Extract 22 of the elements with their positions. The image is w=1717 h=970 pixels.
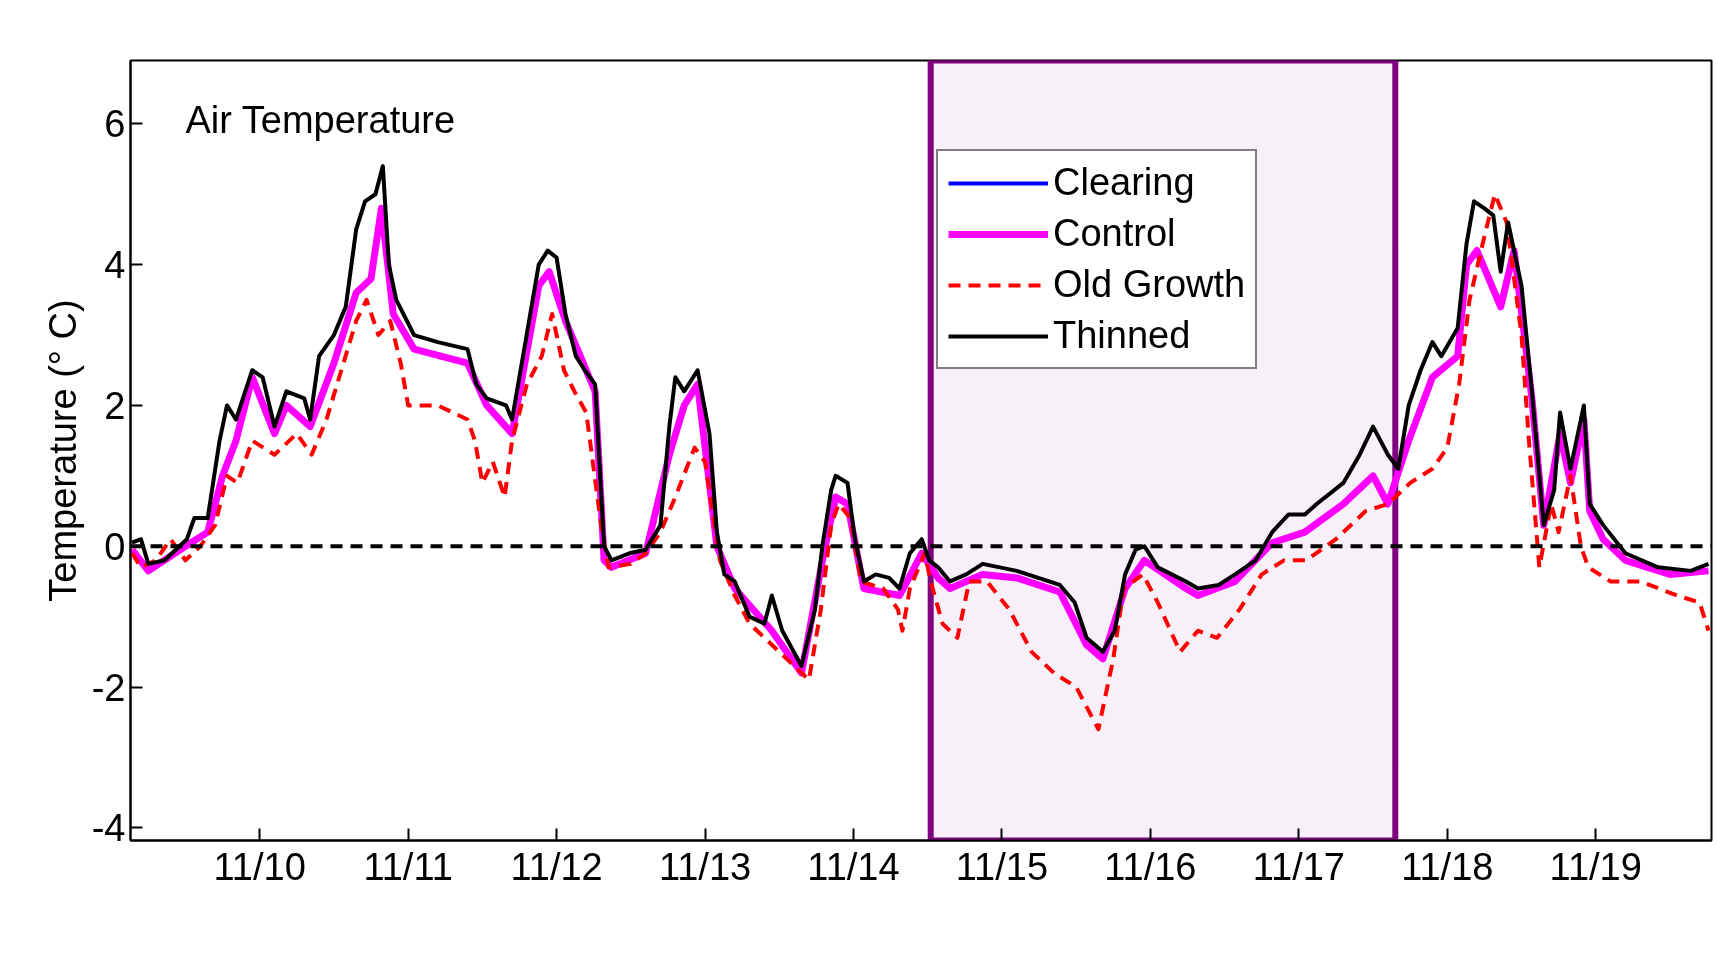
text: Air Temperature	[185, 98, 456, 141]
x-tick-label: 11/15	[955, 845, 1049, 888]
y-tick-label: -2	[91, 666, 126, 709]
x-tick-label: 11/17	[1252, 845, 1345, 888]
x-tick-label: 11/12	[510, 845, 603, 888]
y-tick-label: 0	[104, 525, 126, 568]
y-tick-label: 4	[104, 244, 126, 287]
x-tick-label: 11/16	[1104, 845, 1197, 888]
legend-label: Old Growth	[1053, 263, 1246, 306]
y-axis-title: Temperature (° C)	[41, 299, 84, 602]
legend-label: Clearing	[1053, 161, 1195, 204]
legend-label: Control	[1053, 212, 1176, 255]
x-tick-label: 11/10	[213, 845, 306, 888]
legend-label: Thinned	[1053, 314, 1191, 357]
y-tick-label: -4	[91, 807, 126, 850]
x-tick-label: 11/11	[363, 845, 453, 888]
y-tick-label: 6	[104, 103, 126, 146]
x-tick-label: 11/18	[1401, 845, 1494, 888]
x-tick-label: 11/13	[658, 845, 752, 888]
x-tick-label: 11/14	[807, 845, 900, 888]
x-tick-label: 11/19	[1549, 845, 1642, 888]
y-tick-label: 2	[104, 384, 126, 427]
